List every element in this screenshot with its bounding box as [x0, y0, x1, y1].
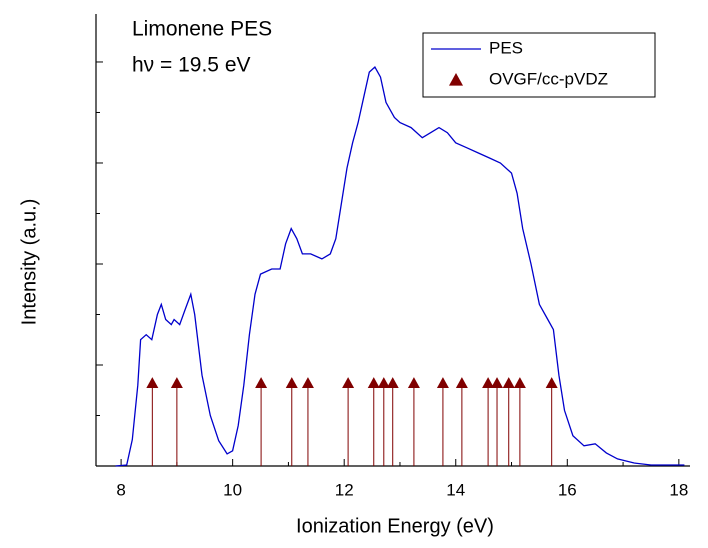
stem-marker — [367, 377, 380, 388]
x-tick-label: 10 — [223, 480, 242, 499]
legend-label: PES — [489, 38, 523, 57]
x-tick-label: 8 — [116, 480, 125, 499]
stem-marker — [455, 377, 468, 388]
x-axis-title: Ionization Energy (eV) — [296, 515, 494, 537]
stem-marker — [170, 377, 183, 388]
x-tick-label: 12 — [335, 480, 354, 499]
x-tick-label: 16 — [558, 480, 577, 499]
stem-marker — [377, 377, 390, 388]
stem-marker — [502, 377, 515, 388]
stem-marker — [255, 377, 268, 388]
y-axis-title: Intensity (a.u.) — [18, 199, 40, 326]
stem-marker — [285, 377, 298, 388]
x-tick-label: 18 — [669, 480, 688, 499]
annotation: Limonene PES — [132, 18, 272, 41]
legend-label: OVGF/cc-pVDZ — [489, 69, 608, 88]
stem-marker — [436, 377, 449, 388]
stem-marker — [146, 377, 159, 388]
stem-marker — [386, 377, 399, 388]
stem-marker — [545, 377, 558, 388]
pes-line — [115, 65, 685, 467]
stem-marker — [342, 377, 355, 388]
x-tick-label: 14 — [446, 480, 465, 499]
stem-marker — [482, 377, 495, 388]
stem-marker — [513, 377, 526, 388]
annotation: hν = 19.5 eV — [132, 54, 251, 77]
legend-swatch — [449, 73, 463, 86]
stem-marker — [407, 377, 420, 388]
stem-marker — [301, 377, 314, 388]
stem-marker — [491, 377, 504, 388]
legend: PES OVGF/cc-pVDZ — [422, 32, 656, 98]
legend-box — [422, 32, 656, 98]
